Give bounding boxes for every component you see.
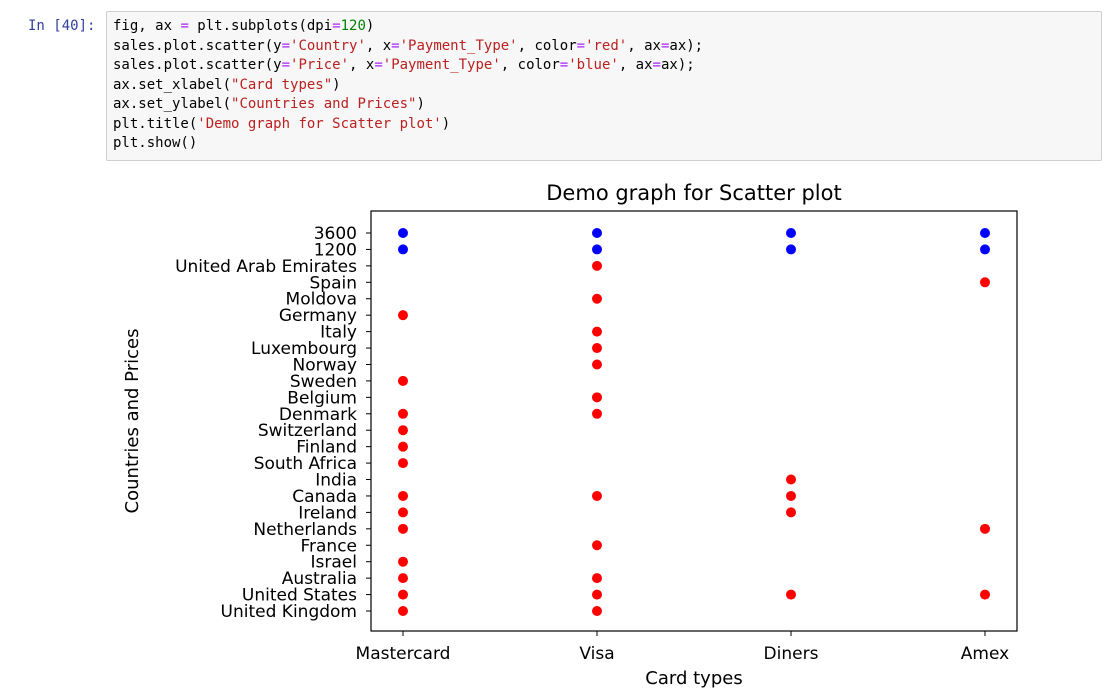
y-tick-label: Netherlands (253, 520, 357, 540)
y-tick-label: South Africa (254, 454, 357, 474)
x-tick-label: Amex (961, 644, 1009, 664)
scatter-point (786, 490, 796, 501)
scatter-point (398, 425, 408, 436)
y-tick-label: Italy (320, 323, 357, 343)
y-tick-label: Germany (279, 306, 357, 326)
scatter-point (398, 523, 408, 534)
code-line: fig, ax = plt.subplots(dpi=120) (113, 18, 375, 34)
code-cell[interactable]: fig, ax = plt.subplots(dpi=120) sales.pl… (106, 11, 1102, 161)
x-tick-label: Mastercard (356, 644, 451, 664)
scatter-point (786, 244, 796, 255)
scatter-point (786, 228, 796, 238)
scatter-point (398, 441, 408, 452)
x-tick-label: Visa (579, 644, 614, 664)
scatter-point (398, 228, 408, 238)
scatter-point (398, 573, 408, 584)
y-tick-label: 3600 (314, 224, 357, 244)
scatter-point (980, 228, 990, 238)
code-editor[interactable]: fig, ax = plt.subplots(dpi=120) sales.pl… (113, 17, 703, 154)
x-axis: Mastercard Visa Diners Amex (356, 631, 1009, 664)
scatter-point (398, 310, 408, 321)
scatter-point (786, 474, 796, 485)
scatter-point (398, 244, 408, 255)
code-line: ax.set_ylabel("Countries and Prices") (113, 96, 425, 112)
y-tick-label: Canada (292, 487, 357, 507)
plot-frame (370, 210, 1018, 632)
scatter-point (398, 375, 408, 386)
cell-prompt: In [40]: (28, 18, 96, 34)
y-tick-label: 1200 (314, 240, 357, 260)
scatter-point (592, 260, 602, 271)
scatter-point (398, 490, 408, 501)
scatter-point (786, 507, 796, 518)
y-tick-label: Norway (293, 355, 358, 375)
scatter-point (592, 589, 602, 600)
x-tick-label: Diners (764, 644, 819, 664)
y-tick-label: United States (242, 586, 357, 606)
scatter-point (786, 589, 796, 600)
y-tick-label: Luxembourg (251, 339, 357, 359)
scatter-point (592, 228, 602, 238)
y-tick-label: United Kingdom (221, 602, 357, 622)
y-tick-label: Ireland (298, 503, 357, 523)
y-tick-label: Belgium (287, 388, 357, 408)
scatter-point (398, 458, 408, 469)
scatter-point (592, 343, 602, 354)
y-tick-label: Denmark (279, 405, 357, 425)
chart-title: Demo graph for Scatter plot (546, 181, 841, 205)
code-line: sales.plot.scatter(y='Country', x='Payme… (113, 37, 704, 54)
y-axis-label: Countries and Prices (122, 329, 143, 514)
scatter-point (398, 408, 408, 419)
y-tick-label: India (315, 471, 357, 491)
y-tick-label: United Arab Emirates (175, 257, 357, 277)
y-tick-label: Australia (282, 569, 357, 589)
scatter-points (398, 228, 990, 616)
scatter-point (980, 589, 990, 600)
scatter-point (980, 523, 990, 534)
scatter-point (592, 540, 602, 551)
scatter-point (398, 606, 408, 616)
code-line: sales.plot.scatter(y='Price', x='Payment… (113, 57, 695, 73)
code-line: plt.show() (113, 135, 198, 151)
scatter-point (398, 556, 408, 567)
scatter-point (592, 293, 602, 304)
scatter-point (980, 244, 990, 255)
y-tick-label: Finland (296, 438, 357, 458)
x-axis-label: Card types (645, 668, 742, 689)
scatter-point (980, 277, 990, 288)
scatter-point (592, 408, 602, 419)
scatter-point (592, 326, 602, 337)
scatter-point (398, 589, 408, 600)
y-tick-label: Spain (310, 273, 358, 293)
scatter-point (592, 573, 602, 584)
y-tick-label: Sweden (290, 372, 357, 392)
y-tick-label: Moldova (286, 290, 357, 310)
scatter-point (592, 490, 602, 501)
scatter-point (592, 606, 602, 616)
scatter-point (592, 359, 602, 370)
code-line: plt.title('Demo graph for Scatter plot') (113, 115, 451, 132)
scatter-point (592, 392, 602, 403)
y-tick-label: Israel (311, 553, 357, 573)
y-tick-label: Switzerland (258, 421, 357, 441)
scatter-point (398, 507, 408, 518)
y-tick-label: France (300, 536, 357, 556)
scatter-point (592, 244, 602, 255)
code-line: ax.set_xlabel("Card types") (113, 76, 341, 93)
